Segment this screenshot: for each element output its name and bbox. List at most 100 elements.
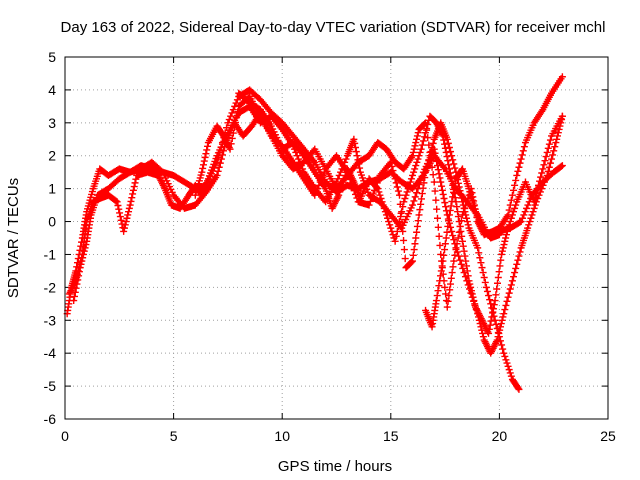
data-point [385,147,388,151]
y-tick-label: 3 [48,115,56,131]
data-point [194,194,197,197]
data-point [183,180,186,184]
data-point [178,207,182,210]
data-point [545,174,549,177]
data-point [498,233,501,236]
data-point [357,161,360,164]
data-point [248,101,251,105]
series-trace-6 [422,165,503,331]
data-point [357,200,360,203]
data-point [122,230,125,233]
y-tick-label: 5 [48,49,56,65]
x-tick-label: 25 [600,428,616,444]
data-point [250,124,253,128]
data-point [226,121,230,125]
data-point [237,92,240,95]
data-point [404,266,408,269]
data-point [428,115,432,118]
data-point [524,180,527,184]
data-point [248,88,251,92]
data-point [281,147,284,151]
data-point [324,167,327,171]
data-point [502,312,505,315]
x-tick-label: 0 [61,428,69,444]
data-point [376,187,379,190]
data-point [433,147,436,151]
data-point [526,226,529,230]
y-tick-label: -3 [44,312,57,328]
data-point [411,174,414,177]
series-trace-1 [63,86,566,318]
data-point [335,187,338,190]
data-point [400,180,403,184]
data-point [215,174,219,177]
data-point [92,187,95,190]
data-point [270,124,273,128]
data-point [511,378,514,381]
plus-marker-trace [63,86,566,318]
data-point [302,177,306,180]
data-point [452,259,455,263]
data-point [346,167,349,171]
data-point [550,92,553,95]
data-point [511,279,514,282]
data-point [359,197,362,200]
data-point [200,170,204,174]
data-point [359,170,362,174]
data-point [474,305,477,309]
data-point [402,200,406,203]
data-point [346,154,349,157]
data-point [385,213,388,217]
data-point [561,115,564,118]
data-point [500,253,503,256]
data-point [411,259,414,263]
data-point [524,141,527,144]
y-tick-label: -2 [44,279,57,295]
data-point [517,388,521,391]
data-point [337,194,340,197]
y-tick-label: 0 [48,214,56,230]
data-point [461,213,464,217]
data-point [291,141,295,144]
data-point [146,170,149,174]
data-point [532,121,536,125]
data-point [270,115,273,118]
data-point [493,299,497,302]
y-tick-label: -6 [44,411,57,427]
data-point [378,174,382,177]
data-point [187,194,191,197]
data-point [207,141,210,144]
y-tick-label: -5 [44,378,57,394]
data-point [204,190,208,194]
data-point [467,187,471,190]
data-point [474,210,477,213]
tick-labels: 0 5 10 15 20 25 -6 -5 -4 -3 -2 -1 0 1 2 3 4 5 [44,49,616,444]
data-point [367,203,371,207]
data-point [96,194,99,197]
data-point [446,305,449,309]
data-point [506,226,510,230]
chart-title: Day 163 of 2022, Sidereal Day-to-day VTE… [61,19,606,36]
x-tick-label: 20 [492,428,508,444]
data-point [150,161,154,164]
data-point [417,128,421,131]
data-point [439,121,442,125]
data-point [259,108,262,111]
data-point [128,203,132,207]
data-point [79,266,82,269]
data-point [330,207,334,210]
series-trace-5 [235,89,566,337]
data-point [561,75,564,78]
data-point [170,203,173,207]
data-point [467,226,471,230]
data-point [215,154,219,157]
data-point [424,309,427,312]
data-point [157,174,160,177]
data-point [411,187,414,190]
data-point [335,154,338,157]
data-point [541,167,545,171]
data-point [389,170,392,174]
data-point [476,246,479,250]
data-point [98,167,101,171]
